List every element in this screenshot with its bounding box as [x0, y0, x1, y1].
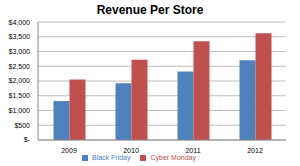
html-text:Revenue Per Store: Revenue Per Store	[96, 3, 204, 17]
svg-text:$500: $500	[14, 122, 30, 129]
svg-text:$3,500: $3,500	[9, 33, 31, 40]
svg-text:$2,000: $2,000	[9, 77, 31, 84]
svg-text:$3,000: $3,000	[9, 48, 31, 55]
svg-text:$4,000: $4,000	[9, 20, 31, 25]
html-text:Black Friday: Black Friday	[92, 154, 131, 161]
svg-text:$1,500: $1,500	[9, 92, 31, 99]
svg-text:2011: 2011	[185, 147, 200, 154]
svg-text:2012: 2012	[247, 147, 263, 154]
svg-text:$-: $-	[24, 136, 31, 143]
svg-text:$2,500: $2,500	[9, 63, 31, 70]
svg-text:2009: 2009	[61, 147, 77, 154]
svg-text:$1,000: $1,000	[9, 107, 31, 114]
svg-text:2010: 2010	[123, 147, 139, 154]
html-text:Cyber Monday: Cyber Monday	[150, 154, 196, 161]
